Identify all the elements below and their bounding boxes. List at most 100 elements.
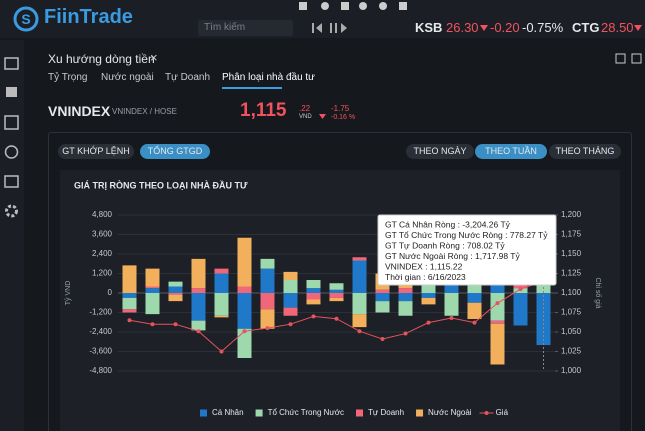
y-tick-label: 3,600 xyxy=(92,230,113,239)
tooltip-line: GT Nước Ngoài Ròng : 1,717.98 Tỷ xyxy=(385,251,520,261)
bar xyxy=(352,293,367,315)
bar xyxy=(168,293,183,295)
y2-tick-label: 1,000 xyxy=(561,366,582,375)
bar xyxy=(306,293,321,300)
search-placeholder: Tìm kiếm xyxy=(204,22,246,33)
bar xyxy=(421,283,436,293)
price-point xyxy=(472,320,477,325)
bar xyxy=(191,293,206,321)
tooltip-line: Thời gian : 6/16/2023 xyxy=(385,272,466,282)
y2-tick-label: 1,150 xyxy=(561,249,582,258)
price-point xyxy=(518,287,523,292)
bar xyxy=(306,280,321,289)
period-button[interactable]: THEO THÁNG xyxy=(549,144,621,159)
bar xyxy=(375,293,390,302)
price-point xyxy=(242,329,247,334)
chart-title: GIÁ TRỊ RÒNG THEO LOẠI NHÀ ĐẦU TƯ xyxy=(74,179,248,190)
y2-axis-label: Chỉ số giá xyxy=(594,277,603,308)
bar xyxy=(122,309,137,313)
bar xyxy=(122,293,137,298)
close-button[interactable]: × xyxy=(150,50,158,65)
legend-label: Nước Ngoài xyxy=(428,408,472,417)
tab[interactable]: Nước ngoài xyxy=(101,72,154,83)
bar xyxy=(191,288,206,293)
price-point xyxy=(196,329,201,334)
ticker-price: 28.50 xyxy=(601,20,634,35)
tooltip-line: VNINDEX : 1,115.22 xyxy=(385,261,463,271)
ticker-price: 26.30 xyxy=(446,20,479,35)
search-box[interactable] xyxy=(198,20,293,36)
period-button-active[interactable]: THEO TUẦN xyxy=(475,144,547,159)
value-button[interactable]: GT KHỚP LỆNH xyxy=(58,144,134,159)
bar xyxy=(283,280,298,293)
price-point xyxy=(311,314,316,319)
sidebar xyxy=(0,40,24,431)
value-button-active[interactable]: TỔNG GTGD xyxy=(140,144,210,159)
tooltip-line: GT Cá Nhân Ròng : -3,204.26 Tỷ xyxy=(385,219,511,229)
index-price: 1,115 xyxy=(240,100,287,121)
price-point xyxy=(403,331,408,336)
bar xyxy=(467,302,482,319)
bar xyxy=(329,297,344,302)
price-point xyxy=(357,329,362,334)
index-exchange: VNINDEX / HOSE xyxy=(112,107,177,116)
y-tick-label: -3,600 xyxy=(89,347,112,356)
bar xyxy=(306,299,321,305)
bar xyxy=(490,320,505,324)
bar xyxy=(421,297,436,305)
legend-label: Cá Nhân xyxy=(212,408,244,417)
price-point xyxy=(288,322,293,327)
legend-swatch xyxy=(356,409,363,417)
bar xyxy=(283,293,298,308)
price-point xyxy=(150,322,155,327)
panel-actions[interactable] xyxy=(615,53,643,65)
bar xyxy=(352,260,367,293)
bar xyxy=(122,265,137,293)
legend-label: Tổ Chức Trong Nước xyxy=(268,408,344,417)
legend-label: Tự Doanh xyxy=(368,408,404,417)
ticker-pct: -0.75% xyxy=(522,20,564,35)
index-currency: VND xyxy=(299,114,312,120)
y-tick-label: -2,400 xyxy=(89,327,112,336)
logo-icon: S xyxy=(13,6,39,32)
y-axis-label: Tỷ VND xyxy=(65,281,72,306)
bar xyxy=(467,293,482,303)
bar xyxy=(329,293,344,298)
down-arrow xyxy=(319,114,326,119)
y2-tick-label: 1,100 xyxy=(561,288,582,297)
y2-tick-label: 1,075 xyxy=(561,308,582,317)
index-change: -1.75 xyxy=(331,104,350,113)
top-icons xyxy=(297,0,407,12)
tab-active[interactable]: Phân loại nhà đầu tư xyxy=(222,72,315,83)
y-tick-label: 2,400 xyxy=(92,249,113,258)
svg-text:S: S xyxy=(21,11,30,27)
y-tick-label: -4,800 xyxy=(89,366,112,375)
player-controls[interactable] xyxy=(310,20,350,36)
ticker-change: -0.20 xyxy=(490,20,520,35)
price-point xyxy=(495,301,500,306)
tab[interactable]: Tỷ Trọng xyxy=(48,72,88,83)
sidebar-icons[interactable] xyxy=(4,56,20,226)
price-point xyxy=(449,315,454,320)
bar xyxy=(398,293,413,302)
bar xyxy=(490,293,505,321)
tab[interactable]: Tự Doanh xyxy=(165,72,211,83)
tooltip-line: GT Tự Doanh Ròng : 708.02 Tỷ xyxy=(385,240,505,250)
bar xyxy=(375,289,390,293)
bar xyxy=(168,286,183,293)
bar xyxy=(191,320,206,331)
bar xyxy=(260,293,275,310)
y-tick-label: -1,200 xyxy=(89,308,112,317)
period-button[interactable]: THEO NGÀY xyxy=(406,144,474,159)
y2-tick-label: 1,025 xyxy=(561,347,582,356)
bar xyxy=(283,271,298,280)
price-point xyxy=(173,322,178,327)
logo: FiinTrade xyxy=(44,6,133,28)
bar xyxy=(145,293,160,315)
bar xyxy=(214,315,229,318)
bar xyxy=(168,281,183,287)
bar xyxy=(237,328,252,358)
bar xyxy=(260,268,275,293)
